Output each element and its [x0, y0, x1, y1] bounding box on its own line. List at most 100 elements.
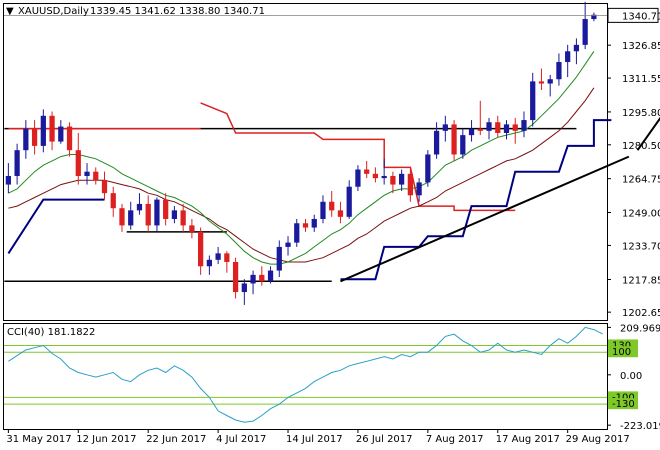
candle-body [136, 203, 143, 211]
candle-body [512, 124, 518, 131]
collapse-arrow-icon[interactable]: ▼ [6, 6, 14, 17]
candle-body [189, 225, 195, 232]
candle-body [14, 150, 20, 176]
price-axis-label: 1249.00 [622, 209, 660, 220]
candle-body [468, 128, 475, 136]
candle-body [530, 81, 536, 121]
candle-body [163, 199, 169, 219]
candle-body [591, 14, 597, 20]
time-axis-label: 14 Jul 2017 [286, 434, 343, 445]
candle-body [241, 283, 247, 293]
candle-body [364, 169, 370, 174]
cci-level-label: 100 [612, 347, 631, 358]
candle-body [128, 210, 134, 226]
candle-body [215, 253, 221, 260]
candle-body [565, 51, 571, 63]
candle-body [329, 201, 335, 211]
candle-body [573, 44, 580, 52]
cci-header-label: CCI(40) 181.1822 [7, 327, 95, 338]
candle-body [294, 223, 300, 243]
candle-body [547, 79, 553, 84]
candle-body [390, 175, 396, 185]
cci-level-box [608, 346, 638, 358]
price-plot [4, 1, 660, 305]
candle-body [285, 242, 291, 247]
cci-level-label: -130 [612, 399, 635, 410]
candle-body [31, 128, 38, 146]
time-axis-label: 12 Jun 2017 [76, 434, 136, 445]
trendline [340, 155, 630, 283]
candle-body [66, 126, 73, 151]
candle-body [224, 253, 230, 262]
candle-body [355, 169, 361, 187]
price-axis-label: 1326.85 [622, 41, 660, 52]
candle-body [198, 231, 204, 267]
cci-axis-label: 209.9699 [620, 323, 660, 334]
price-axis-label: 1233.70 [622, 241, 660, 252]
time-axis-label: 26 Jul 2017 [356, 434, 413, 445]
candle-body [320, 201, 326, 219]
cci-line [8, 326, 603, 423]
candle-body [267, 270, 274, 282]
candle-body [416, 182, 422, 196]
cci-level-box [608, 391, 638, 403]
candle-body [75, 150, 81, 176]
candle-body [5, 175, 11, 185]
candle-body [425, 154, 431, 183]
candle-body [451, 124, 457, 155]
price-panel-frame [3, 3, 608, 321]
cci-axis-label: -223.0192 [620, 421, 660, 432]
candle-body [346, 186, 352, 217]
candle-body [477, 128, 483, 131]
candle-body [556, 62, 562, 80]
price-axis-label: 1280.50 [622, 141, 660, 152]
cci-axis-label: 0.00 [620, 371, 642, 382]
candle-body [101, 180, 108, 194]
candle-body [302, 223, 309, 228]
time-axis-label: 4 Jul 2017 [216, 434, 266, 445]
candle-body [433, 130, 440, 155]
candle-body [171, 210, 178, 219]
ohlc-readout: 1339.45 1341.62 1338.80 1340.71 [90, 6, 265, 17]
price-axis-label: 1295.80 [622, 108, 660, 119]
current-price-box [607, 7, 659, 23]
candle-body [311, 218, 317, 228]
price-axis-label: 1217.85 [622, 275, 660, 286]
price-axis-label: 1264.75 [622, 175, 660, 186]
candle-body [372, 173, 379, 179]
cci-panel-frame [3, 323, 608, 430]
candle-body [276, 246, 282, 271]
time-axis-label: 22 Jun 2017 [146, 434, 206, 445]
cci-level-label: -100 [612, 392, 635, 403]
symbol-label: XAUUSD,Daily [18, 6, 89, 17]
time-axis-label: 31 May 2017 [6, 434, 71, 445]
price-axis-label: 1340.71 [622, 11, 660, 22]
candle-body [538, 81, 545, 84]
candle-body [582, 19, 588, 45]
candle-body [232, 261, 239, 293]
time-axis-label: 17 Aug 2017 [496, 434, 560, 445]
candle-body [460, 135, 466, 155]
candle-body [337, 210, 344, 217]
cci-level-label: 130 [612, 340, 631, 351]
candle-body [486, 122, 492, 131]
candle-body [49, 115, 55, 142]
price-axis-label: 1202.65 [622, 308, 660, 319]
time-axis-label: 7 Aug 2017 [426, 434, 484, 445]
cci-level-box [608, 339, 638, 351]
candle-body [407, 173, 413, 196]
candle-body [110, 193, 116, 209]
axes: 1340.71 1326.85 1311.55 1295.80 1280.50 1264.… [6, 7, 660, 445]
price-axis-label: 1311.55 [622, 74, 660, 85]
candle-body [58, 126, 64, 142]
fast-moving-average-line [8, 51, 595, 265]
candle-body [503, 124, 510, 133]
candle-body [381, 175, 387, 179]
candle-body [93, 171, 99, 181]
candle-body [180, 210, 186, 226]
candle-body [206, 259, 212, 267]
candle-body [399, 173, 405, 185]
cci-level-box [608, 398, 638, 410]
